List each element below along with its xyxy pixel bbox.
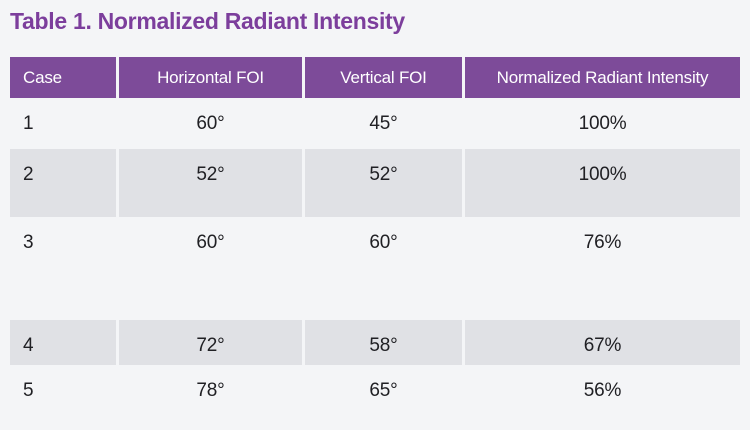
- table-row: 5 78° 65° 56%: [10, 365, 740, 430]
- cell-vertical-foi: 45°: [305, 98, 465, 149]
- cell-case: 3: [10, 217, 119, 320]
- cell-case: 5: [10, 365, 119, 430]
- cell-horizontal-foi: 60°: [119, 217, 305, 320]
- cell-vertical-foi: 65°: [305, 365, 465, 430]
- table-row: 3 60° 60° 76%: [10, 217, 740, 320]
- table-title: Table 1. Normalized Radiant Intensity: [10, 8, 405, 34]
- cell-horizontal-foi: 52°: [119, 149, 305, 217]
- cell-case: 4: [10, 320, 119, 365]
- cell-normalized-radiant-intensity: 100%: [578, 113, 627, 134]
- cell-vertical-foi: 58°: [305, 320, 465, 365]
- cell-vertical-foi: 60°: [305, 217, 465, 320]
- table-header-row: Case Horizontal FOI Vertical FOI Normali…: [10, 57, 740, 98]
- cell-horizontal-foi: 78°: [119, 365, 305, 430]
- cell-case: 2: [10, 149, 119, 217]
- column-header-horizontal-foi: Horizontal FOI: [119, 57, 305, 98]
- cell-normalized-radiant-intensity: 100%: [465, 149, 740, 217]
- cell-normalized-radiant-intensity: 56%: [583, 380, 622, 401]
- cell-horizontal-foi: 60°: [119, 98, 305, 149]
- cell-horizontal-foi: 72°: [119, 320, 305, 365]
- column-header-normalized-radiant-intensity: Normalized Radiant Intensity: [465, 57, 740, 98]
- column-header-case: Case: [10, 57, 119, 98]
- table-row: 1 60° 45° 100%: [10, 98, 740, 149]
- cell-normalized-radiant-intensity: 76%: [583, 232, 622, 253]
- table-row: 4 72° 58° 67%: [10, 320, 740, 365]
- cell-vertical-foi: 52°: [305, 149, 465, 217]
- table-row: 2 52° 52° 100%: [10, 149, 740, 217]
- column-header-vertical-foi: Vertical FOI: [305, 57, 465, 98]
- radiant-intensity-table: Case Horizontal FOI Vertical FOI Normali…: [10, 57, 740, 430]
- cell-normalized-radiant-intensity: 67%: [465, 320, 740, 365]
- cell-case: 1: [10, 98, 119, 149]
